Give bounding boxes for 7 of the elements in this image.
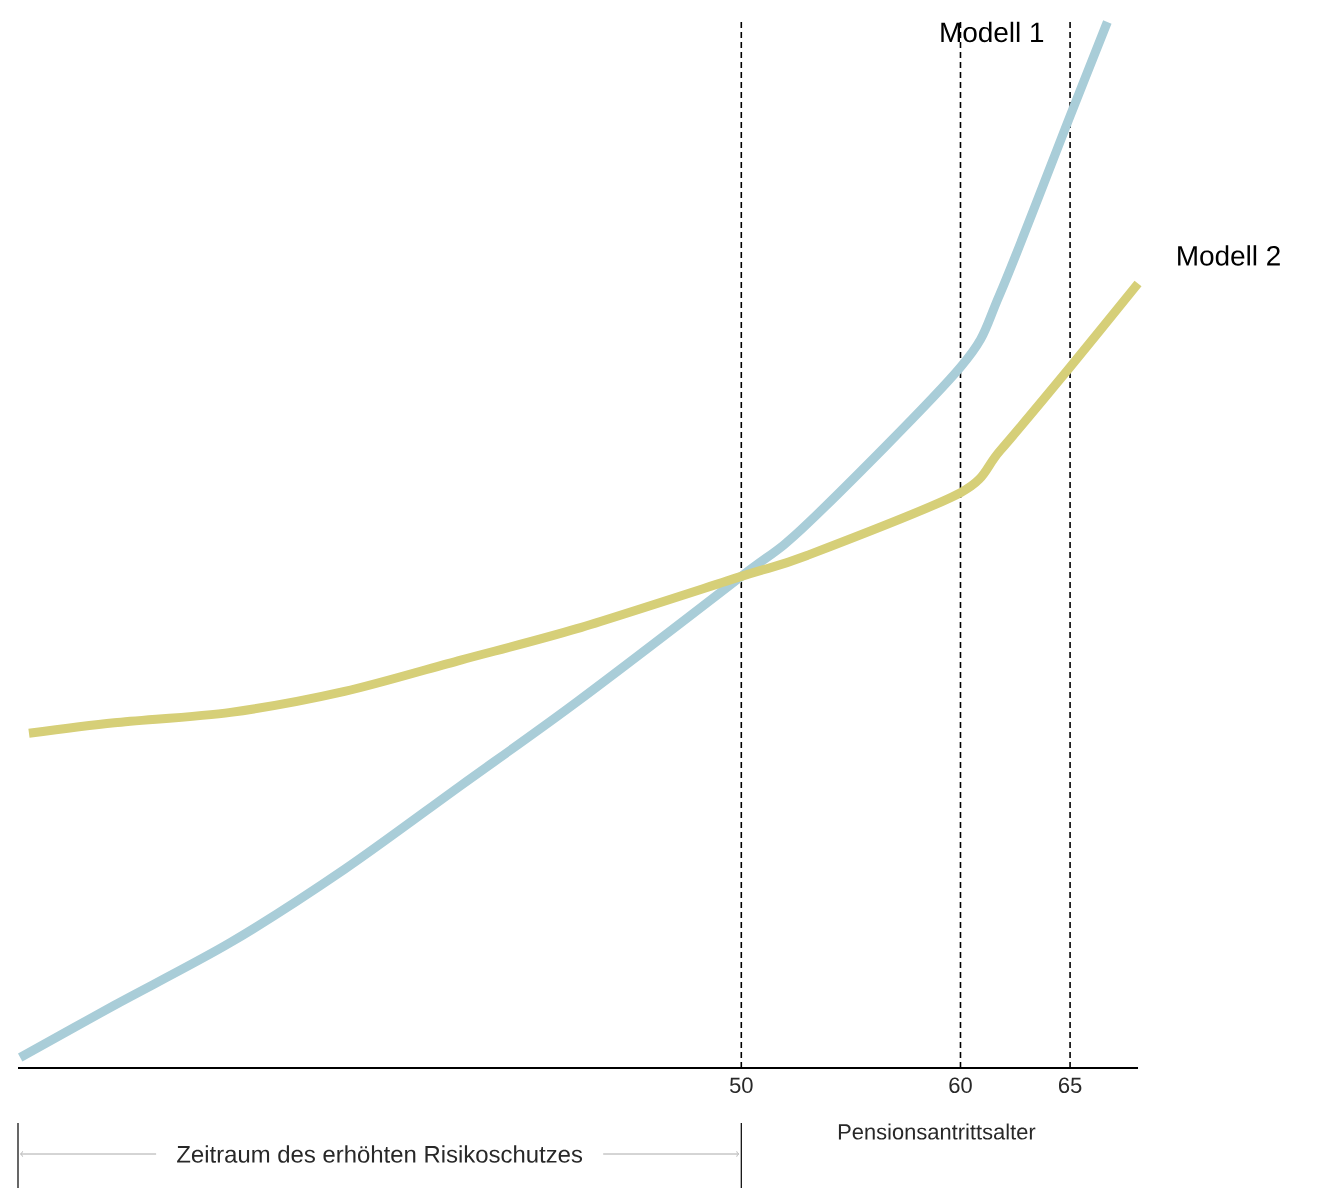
x-tick-label: 65 (1058, 1077, 1082, 1094)
text: Zeitraum des erhöhten Risikoschutzes (177, 1145, 583, 1163)
series-label: Modell 1 (941, 21, 1044, 43)
x-axis-title: Pensionsantrittsalter (838, 1123, 1036, 1140)
series-label: Modell 2 (1178, 245, 1280, 266)
x-tick-label: 60 (949, 1077, 972, 1094)
x-tick-label: 50 (729, 1077, 753, 1094)
